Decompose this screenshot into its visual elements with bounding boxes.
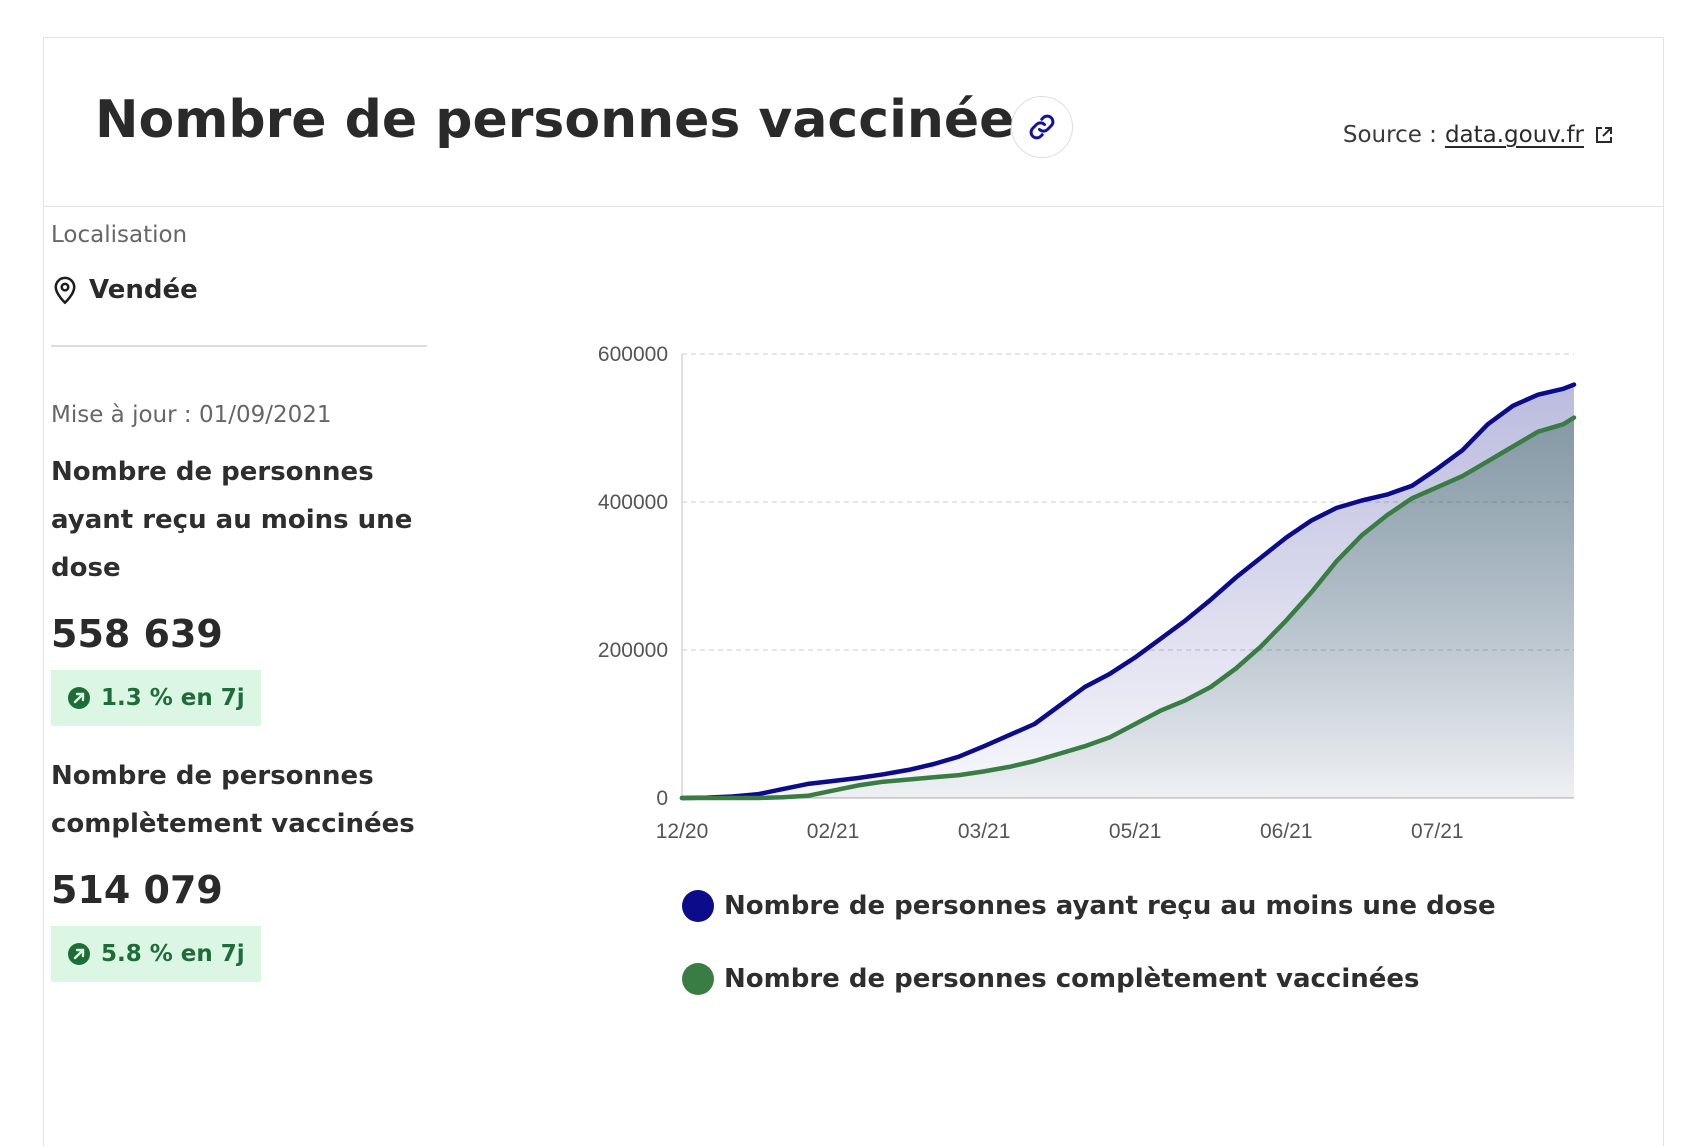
- map-pin-icon: [54, 276, 76, 305]
- series-line-2: [679, 415, 1577, 801]
- trend-up-icon: [68, 943, 90, 965]
- stat-title: Nombre de personnes complètement vacciné…: [51, 761, 415, 839]
- copy-link-button[interactable]: [1011, 96, 1073, 158]
- legend-label: Nombre de personnes ayant reçu au moins …: [724, 891, 1496, 921]
- legend-item-complete[interactable]: Nombre de personnes complètement vacciné…: [682, 959, 1496, 999]
- y-tick-label: 600000: [598, 343, 668, 366]
- series-area-2: [682, 417, 1574, 798]
- divider: [51, 345, 427, 347]
- x-tick-label: 03/21: [958, 820, 1011, 843]
- y-tick-label: 200000: [598, 639, 668, 662]
- chart-legend: Nombre de personnes ayant reçu au moins …: [682, 886, 1496, 1032]
- trend-text: 5.8 % en 7j: [101, 941, 245, 967]
- trend-up-icon: [68, 687, 90, 709]
- update-date: Mise à jour : 01/09/2021: [51, 402, 332, 428]
- trend-badge: 5.8 % en 7j: [51, 926, 261, 982]
- y-tick-label: 0: [656, 787, 668, 810]
- legend-swatch: [682, 890, 714, 922]
- location-label: Localisation: [51, 222, 188, 248]
- chart-svg: 0 200000 400000 600000 12/20 02/21 03/21 05/21 0…: [598, 343, 1577, 843]
- sidebar: Localisation Vendée Mise à jour : 01/09/…: [51, 222, 427, 982]
- source-link[interactable]: data.gouv.fr: [1444, 122, 1584, 148]
- stat-value: 558 639: [51, 612, 223, 656]
- legend-item-first-dose[interactable]: Nombre de personnes ayant reçu au moins …: [682, 886, 1496, 926]
- page-title: Nombre de personnes vaccinées: [95, 90, 1046, 150]
- source: Source : data.gouv.fr: [1343, 122, 1614, 148]
- legend-label: Nombre de personnes complètement vacciné…: [724, 964, 1420, 994]
- legend-swatch: [682, 963, 714, 995]
- stat-value: 514 079: [51, 868, 223, 912]
- link-icon: [1029, 114, 1055, 140]
- stat-first-dose: Nombre de personnes ayant reçu au moins …: [51, 448, 427, 726]
- x-tick-label: 12/20: [656, 820, 709, 843]
- external-link-icon: [1596, 127, 1612, 143]
- location-selector[interactable]: Vendée: [51, 275, 427, 305]
- card-header: Nombre de personnes vaccinées Source : d…: [44, 38, 1663, 207]
- x-tick-label: 02/21: [807, 820, 860, 843]
- chart: 0 200000 400000 600000 12/20 02/21 03/21 05/21 0…: [520, 290, 1620, 850]
- x-tick-label: 05/21: [1109, 820, 1162, 843]
- x-tick-label: 06/21: [1260, 820, 1313, 843]
- y-tick-label: 400000: [598, 491, 668, 514]
- stat-complete: Nombre de personnes complètement vacciné…: [51, 752, 427, 982]
- trend-badge: 1.3 % en 7j: [51, 670, 261, 726]
- stat-title: Nombre de personnes ayant reçu au moins …: [51, 457, 413, 583]
- source-label: Source :: [1342, 122, 1437, 148]
- trend-text: 1.3 % en 7j: [101, 685, 245, 711]
- series-line-1: [679, 382, 1577, 801]
- x-tick-label: 07/21: [1411, 820, 1464, 843]
- location-name: Vendée: [89, 275, 198, 305]
